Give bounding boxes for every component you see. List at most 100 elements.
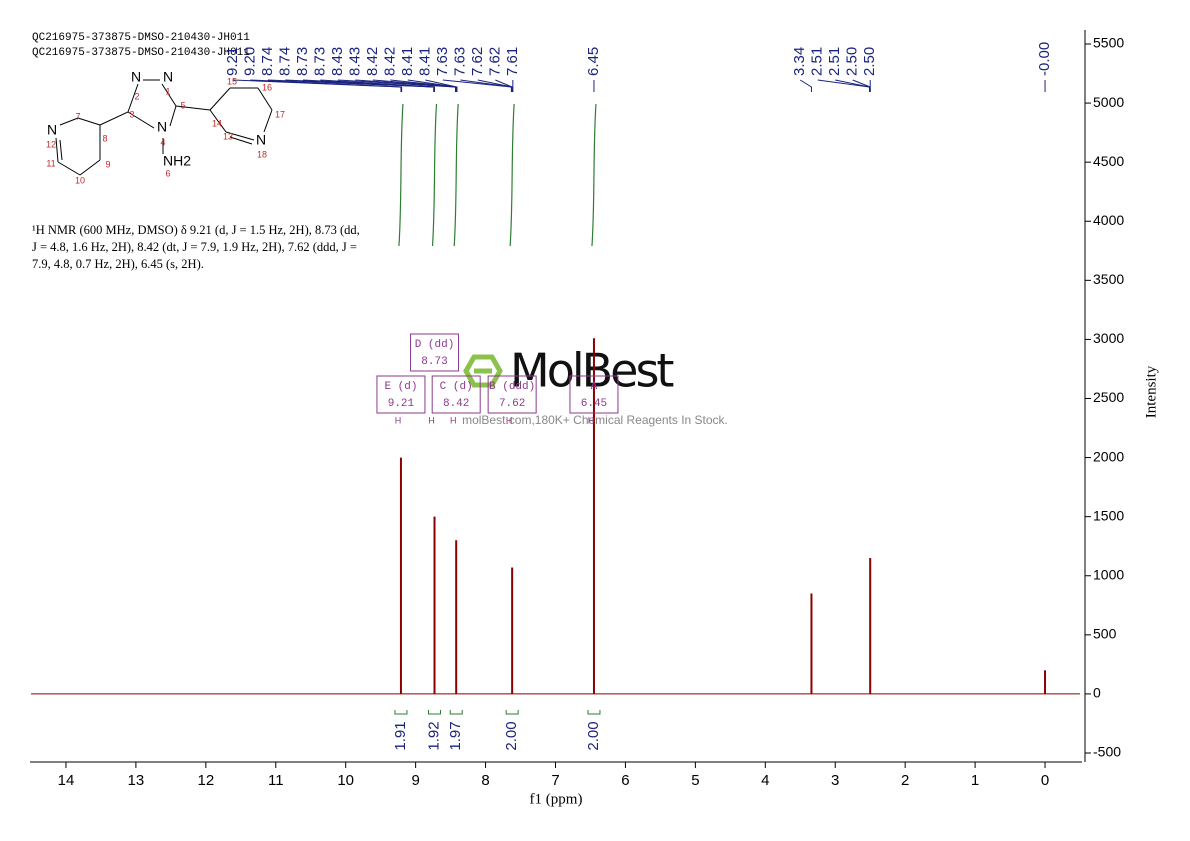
peak-leader	[425, 79, 458, 92]
x-tick-label: 10	[337, 772, 354, 789]
integral-curve	[591, 103, 597, 247]
x-tick-label: 0	[1041, 772, 1049, 789]
x-tick-label: 3	[831, 772, 839, 789]
y-tick-label: 3500	[1093, 271, 1124, 287]
multiplet-shift: 7.62	[499, 398, 525, 410]
atom-number: 10	[75, 175, 85, 185]
peak-label: 8.43	[346, 47, 363, 76]
x-tick-label: 6	[621, 772, 629, 789]
peak-label: 8.73	[311, 47, 328, 76]
peak-label: 2.50	[844, 47, 861, 76]
y-tick-label: 500	[1093, 626, 1117, 642]
integral-curve	[509, 103, 515, 247]
peak-label: 2.50	[861, 47, 878, 76]
multiplet-shift: 9.21	[388, 398, 415, 410]
y-tick-label: -500	[1093, 744, 1121, 760]
integral-bracket	[449, 710, 463, 715]
header: QC216975-373875-DMSO-210430-JH011	[32, 47, 250, 59]
y-tick-label: 4500	[1093, 153, 1124, 169]
integral-label: 1.92	[425, 721, 442, 750]
atom-number: 13	[223, 131, 233, 141]
integral-curve	[431, 103, 438, 247]
multiplet-box	[410, 333, 460, 372]
peak-label: 8.74	[276, 47, 293, 76]
peak-leader	[495, 79, 513, 92]
peak-label: 9.21	[224, 47, 241, 76]
x-tick-label: 9	[411, 772, 419, 789]
watermark-logo	[463, 354, 503, 388]
atom-label: NH2	[163, 153, 191, 169]
atom-number: 15	[227, 76, 237, 86]
integral-label: 1.97	[447, 721, 464, 750]
structure-bonds	[55, 79, 273, 176]
multiplet-atom: H	[450, 415, 457, 425]
x-tick-label: 12	[197, 772, 214, 789]
multiplet-box	[569, 375, 619, 414]
atom-label: N	[163, 69, 173, 85]
x-tick-label: 14	[58, 772, 75, 789]
atom-number: 16	[262, 82, 272, 92]
atom-number: 3	[129, 109, 134, 119]
atom-number: 17	[275, 109, 285, 119]
atom-number: 5	[180, 100, 185, 110]
peak-label: 2.51	[826, 47, 843, 76]
peak-label: 2.51	[809, 47, 826, 76]
x-tick-label: 4	[761, 772, 769, 789]
atom-label: N	[157, 119, 167, 135]
multiplet-shift: 8.42	[443, 398, 469, 410]
atom-number: 4	[160, 137, 165, 147]
y-tick-label: 2000	[1093, 448, 1124, 464]
x-axis-label: f1 (ppm)	[530, 791, 583, 807]
peak-leader	[835, 79, 871, 92]
nmr-description: ¹H NMR (600 MHz, DMSO) δ 9.21 (d, J = 1.…	[32, 223, 360, 271]
atom-number: 7	[75, 111, 80, 121]
peak-label: 8.74	[259, 47, 276, 76]
x-tick-label: 7	[551, 772, 559, 789]
peak-label: 9.20	[241, 47, 258, 76]
multiplet-box	[487, 375, 537, 414]
peak-label: 7.63	[451, 47, 468, 76]
header: QC216975-373875-DMSO-210430-JH011	[32, 32, 250, 44]
atom-number: 6	[165, 168, 170, 178]
integral-bracket	[428, 710, 442, 715]
peak-leader	[320, 79, 436, 92]
multiplet-atom: H	[395, 415, 402, 425]
multiplet-atom: H	[506, 415, 513, 425]
y-tick-label: 1000	[1093, 566, 1124, 582]
atom-number: 8	[102, 133, 107, 143]
y-tick-label: 5000	[1093, 94, 1124, 110]
integral-label: 1.91	[392, 721, 409, 750]
peak-label: 8.41	[416, 47, 433, 76]
integral-bracket	[587, 710, 601, 715]
multiplet-label: C (d)	[440, 381, 473, 393]
peak-label: 8.42	[381, 47, 398, 76]
atom-label: N	[131, 69, 141, 85]
atom-number: 2	[134, 91, 139, 101]
y-tick-label: 5500	[1093, 35, 1124, 51]
peak-label: 6.45	[585, 47, 602, 76]
peak-label: 8.73	[294, 47, 311, 76]
peak-label: -0.00	[1036, 42, 1053, 76]
y-tick-label: 0	[1093, 685, 1101, 701]
peak-label: 8.41	[399, 47, 416, 76]
peak-label: 7.61	[504, 47, 521, 76]
multiplet-shift: 6.45	[581, 398, 607, 410]
peak-label: 8.43	[329, 47, 346, 76]
x-tick-label: 1	[971, 772, 979, 789]
peak-leader	[799, 79, 812, 92]
y-tick-label: 1500	[1093, 507, 1124, 523]
y-tick-label: 4000	[1093, 212, 1124, 228]
y-tick-label: 2500	[1093, 389, 1124, 405]
peak-label: 8.42	[364, 47, 381, 76]
multiplet-atom: H	[428, 415, 435, 425]
x-tick-label: 5	[691, 772, 699, 789]
peak-label: 7.63	[434, 47, 451, 76]
atom-label: N	[47, 122, 57, 138]
atom-label: N	[256, 132, 266, 148]
atom-number: 9	[105, 159, 110, 169]
integral-label: 2.00	[503, 721, 520, 750]
multiplet-label: E (d)	[384, 381, 417, 393]
integral-curve	[398, 103, 404, 247]
